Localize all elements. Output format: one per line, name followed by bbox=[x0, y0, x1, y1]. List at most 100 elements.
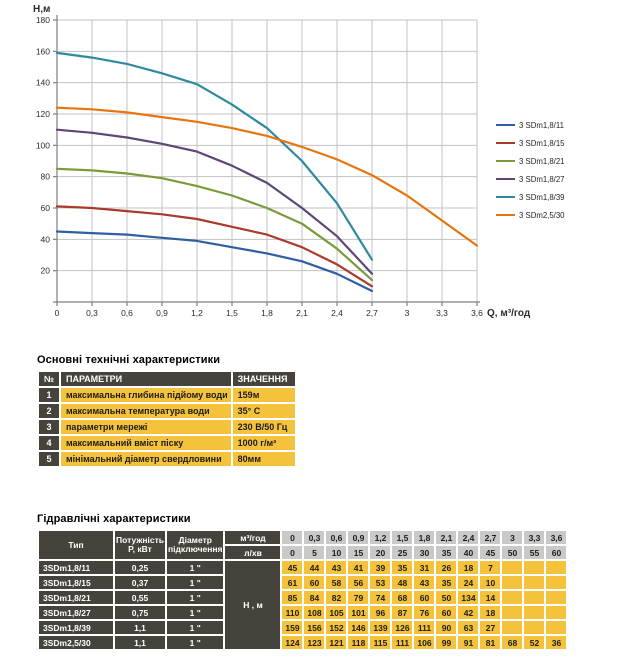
flow-m3h-value: 0,9 bbox=[348, 531, 369, 544]
head-value: 45 bbox=[282, 561, 303, 574]
head-value: 82 bbox=[326, 591, 347, 604]
pump-type: 3SDm2,5/30 bbox=[39, 636, 113, 649]
legend-label: 3 SDm1,8/21 bbox=[519, 156, 565, 166]
head-value bbox=[546, 606, 567, 619]
head-value: 48 bbox=[392, 576, 413, 589]
chart-legend: 3 SDm1,8/11 3 SDm1,8/15 3 SDm1,8/21 3 SDm1,… bbox=[496, 116, 565, 224]
hydra-header-diameter: Діаметр підключення bbox=[167, 531, 224, 559]
head-value bbox=[502, 561, 523, 574]
head-value: 79 bbox=[348, 591, 369, 604]
pump-diameter: 1 " bbox=[167, 561, 224, 574]
tech-table-row: 4 максимальний вміст піску 1000 г/м³ bbox=[39, 436, 295, 450]
row-number: 2 bbox=[39, 404, 59, 418]
head-value bbox=[546, 576, 567, 589]
flow-lmin-value: 30 bbox=[414, 546, 435, 559]
head-value: 101 bbox=[348, 606, 369, 619]
series-line-1 bbox=[55, 230, 374, 293]
head-value: 84 bbox=[304, 591, 325, 604]
y-tick-label: 40 bbox=[41, 234, 51, 244]
chart-canvas: 180 160 140 120 100 80 60 40 20 0 0,3 0,6 0,9 1,2 1,5 1… bbox=[33, 4, 531, 319]
tech-header-parameters: ПАРАМЕТРИ bbox=[61, 372, 231, 386]
pump-diameter: 1 " bbox=[167, 606, 224, 619]
x-tick-label: 0,3 bbox=[86, 308, 98, 318]
hydra-table-row: 3SDm1,8/39 1,1 1 " 159 156 152 146 139 126 111 90 6… bbox=[39, 621, 567, 634]
head-value: 27 bbox=[480, 621, 501, 634]
head-value: 61 bbox=[282, 576, 303, 589]
flow-lmin-value: 10 bbox=[326, 546, 347, 559]
tech-table-row: 1 максимальна глибина підйому води 159м bbox=[39, 388, 295, 402]
x-axis-label: Q, м³/год bbox=[487, 308, 531, 319]
series-line-4 bbox=[55, 128, 374, 275]
pump-power: 0,75 bbox=[115, 606, 165, 619]
head-value: 152 bbox=[326, 621, 347, 634]
axis-labels: 180 160 140 120 100 80 60 40 20 0 0,3 0,6 0,9 1,2 1,5 1… bbox=[33, 4, 531, 319]
pump-power: 0,55 bbox=[115, 591, 165, 604]
row-number: 5 bbox=[39, 452, 59, 466]
head-value: 58 bbox=[326, 576, 347, 589]
head-value bbox=[524, 621, 545, 634]
head-value: 115 bbox=[370, 636, 391, 649]
head-value: 44 bbox=[304, 561, 325, 574]
y-tick-label: 100 bbox=[36, 140, 50, 150]
head-value: 36 bbox=[546, 636, 567, 649]
row-number: 3 bbox=[39, 420, 59, 434]
tech-header-num: № bbox=[39, 372, 59, 386]
head-value bbox=[546, 621, 567, 634]
series-line-3 bbox=[55, 167, 374, 282]
pump-power: 1,1 bbox=[115, 621, 165, 634]
head-value: 96 bbox=[370, 606, 391, 619]
hydra-table-row: 3SDm2,5/30 1,1 1 " 124 123 121 118 115 111 106 99 9… bbox=[39, 636, 567, 649]
head-value: 35 bbox=[436, 576, 457, 589]
head-value: 41 bbox=[348, 561, 369, 574]
hydraulic-table: Тип Потужність Р, кВт Діаметр підключення м… bbox=[37, 529, 568, 651]
parameter-value: 230 В/50 Гц bbox=[232, 420, 295, 434]
head-value: 159 bbox=[282, 621, 303, 634]
head-value: 68 bbox=[502, 636, 523, 649]
legend-label: 3 SDm1,8/15 bbox=[519, 138, 565, 148]
head-value: 10 bbox=[480, 576, 501, 589]
head-value: 24 bbox=[458, 576, 479, 589]
pump-power: 0,25 bbox=[115, 561, 165, 574]
head-value bbox=[502, 591, 523, 604]
head-value bbox=[546, 561, 567, 574]
head-value: 18 bbox=[480, 606, 501, 619]
legend-line-swatch bbox=[496, 159, 515, 163]
head-value: 124 bbox=[282, 636, 303, 649]
head-value bbox=[524, 561, 545, 574]
x-tick-label: 2,4 bbox=[331, 308, 343, 318]
head-value: 43 bbox=[326, 561, 347, 574]
legend-item: 3 SDm1,8/15 bbox=[496, 134, 565, 152]
tech-table-title: Основні технічні характеристики bbox=[37, 354, 221, 366]
flow-lmin-value: 45 bbox=[480, 546, 501, 559]
legend-line-swatch bbox=[496, 213, 515, 217]
legend-item: 3 SDm1,8/39 bbox=[496, 188, 565, 206]
head-value: 85 bbox=[282, 591, 303, 604]
head-value bbox=[524, 606, 545, 619]
flow-m3h-value: 3,6 bbox=[546, 531, 567, 544]
pump-type: 3SDm1,8/39 bbox=[39, 621, 113, 634]
x-tick-label: 2,1 bbox=[296, 308, 308, 318]
head-value: 156 bbox=[304, 621, 325, 634]
parameter-value: 35° С bbox=[232, 404, 295, 418]
x-tick-label: 1,8 bbox=[261, 308, 273, 318]
pump-diameter: 1 " bbox=[167, 591, 224, 604]
head-value: 76 bbox=[414, 606, 435, 619]
head-value bbox=[502, 621, 523, 634]
head-value: 39 bbox=[370, 561, 391, 574]
flow-lmin-value: 35 bbox=[436, 546, 457, 559]
flow-lmin-value: 5 bbox=[304, 546, 325, 559]
head-value: 42 bbox=[458, 606, 479, 619]
head-value: 60 bbox=[414, 591, 435, 604]
series-line-2 bbox=[55, 205, 374, 288]
row-number: 4 bbox=[39, 436, 59, 450]
y-tick-label: 20 bbox=[41, 266, 51, 276]
pump-diameter: 1 " bbox=[167, 576, 224, 589]
flow-unit-m3h-label: м³/год bbox=[225, 531, 281, 544]
head-value: 91 bbox=[458, 636, 479, 649]
head-value: 99 bbox=[436, 636, 457, 649]
y-tick-label: 80 bbox=[41, 172, 51, 182]
head-value: 81 bbox=[480, 636, 501, 649]
parameter-name: максимальна глибина підйому води bbox=[61, 388, 231, 402]
head-value: 52 bbox=[524, 636, 545, 649]
legend-label: 3 SDm2,5/30 bbox=[519, 210, 565, 220]
